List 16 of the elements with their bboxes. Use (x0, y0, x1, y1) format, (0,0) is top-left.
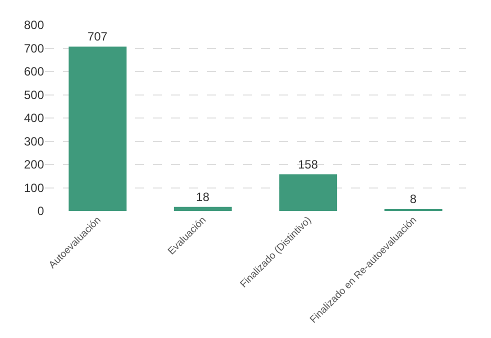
y-tick-label: 700 (24, 41, 44, 56)
y-tick-label: 400 (24, 111, 44, 126)
data-label: 707 (87, 30, 108, 44)
data-label: 18 (196, 190, 210, 204)
data-label: 8 (410, 192, 417, 206)
y-tick-label: 300 (24, 134, 44, 148)
y-tick-label: 0 (37, 204, 44, 218)
y-tick-label: 200 (24, 158, 44, 172)
bar (279, 174, 338, 211)
data-label: 158 (298, 157, 318, 172)
y-tick-label: 100 (24, 180, 44, 195)
bar (174, 206, 232, 211)
y-tick-label: 800 (24, 18, 44, 32)
y-tick-label: 500 (24, 88, 44, 102)
y-tick-label: 600 (24, 64, 44, 79)
bar (68, 46, 127, 211)
